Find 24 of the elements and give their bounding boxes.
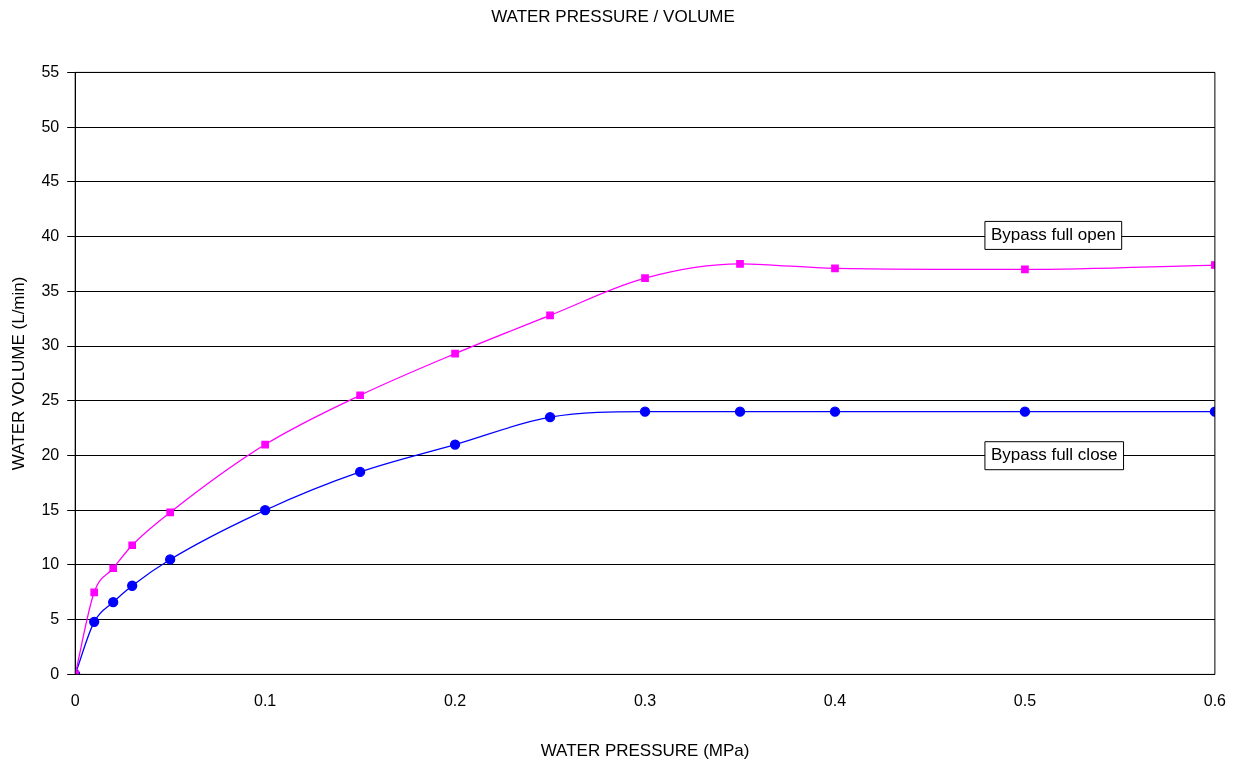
y-tick-label: 25 <box>41 391 60 409</box>
y-tick-label: 20 <box>41 445 60 463</box>
series-label: Bypass full open <box>990 225 1116 245</box>
x-tick-label: 0.3 <box>633 692 657 710</box>
x-tick-label: 0.5 <box>1013 692 1037 710</box>
x-tick-label: 0.6 <box>1203 692 1227 710</box>
chart-title: WATER PRESSURE / VOLUME <box>491 6 735 26</box>
x-tick-label: 0.4 <box>823 692 847 710</box>
y-axis-title: WATER VOLUME (L/min) <box>8 276 28 471</box>
y-tick-label: 10 <box>41 555 60 573</box>
x-tick-label: 0.1 <box>254 692 277 710</box>
series-label: Bypass full close <box>990 445 1118 465</box>
x-axis-title: WATER PRESSURE (MPa) <box>540 741 750 761</box>
y-tick-label: 30 <box>41 336 60 354</box>
y-tick-label: 40 <box>41 226 60 244</box>
x-tick-label: 0.2 <box>443 692 467 710</box>
y-tick-label: 35 <box>41 281 60 299</box>
y-tick-label: 5 <box>50 610 60 628</box>
y-tick-label: 50 <box>41 117 60 135</box>
y-tick-label: 0 <box>50 664 60 682</box>
y-tick-label: 45 <box>41 172 60 190</box>
x-tick-label: 0 <box>70 692 80 710</box>
y-tick-label: 55 <box>41 62 60 80</box>
y-tick-label: 15 <box>41 500 60 518</box>
